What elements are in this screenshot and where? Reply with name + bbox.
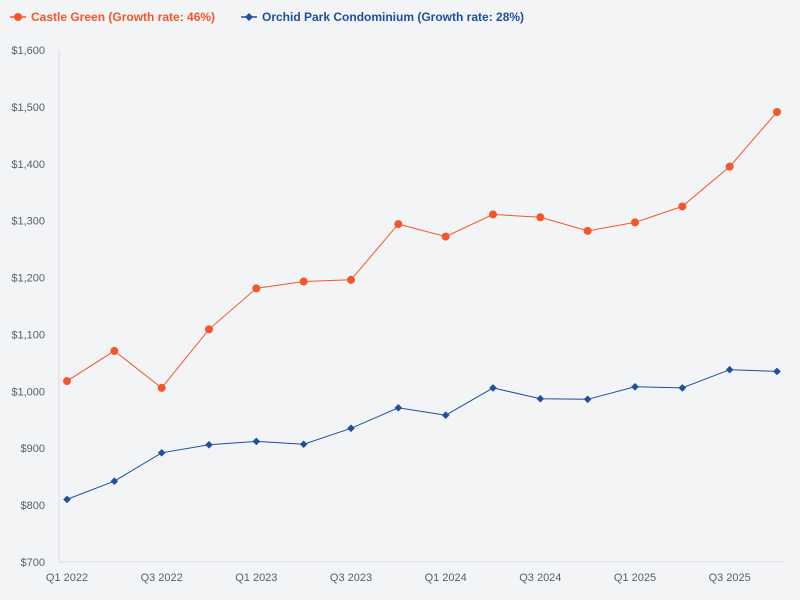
y-tick-label: $1,000 bbox=[11, 386, 45, 398]
data-point-orchid-park[interactable] bbox=[252, 437, 261, 446]
legend-label-castle-green: Castle Green (Growth rate: 46%) bbox=[31, 10, 215, 24]
data-point-orchid-park[interactable] bbox=[110, 477, 119, 486]
x-tick-label: Q1 2023 bbox=[235, 572, 277, 584]
x-tick-label: Q1 2022 bbox=[46, 572, 88, 584]
x-tick-label: Q3 2023 bbox=[330, 572, 372, 584]
data-point-castle-green[interactable] bbox=[157, 383, 166, 392]
data-point-orchid-park[interactable] bbox=[299, 440, 308, 449]
y-tick-label: $900 bbox=[21, 443, 45, 455]
data-point-orchid-park[interactable] bbox=[773, 367, 781, 376]
data-point-orchid-park[interactable] bbox=[394, 404, 403, 412]
series-castle-green bbox=[63, 108, 781, 392]
data-point-orchid-park[interactable] bbox=[536, 394, 545, 403]
data-point-castle-green[interactable] bbox=[583, 226, 592, 235]
series-orchid-park bbox=[63, 365, 781, 504]
data-point-castle-green[interactable] bbox=[299, 277, 308, 286]
data-point-castle-green[interactable] bbox=[631, 218, 639, 227]
data-point-castle-green[interactable] bbox=[347, 275, 355, 284]
legend-item-castle-green[interactable]: Castle Green (Growth rate: 46%) bbox=[10, 10, 215, 24]
data-point-castle-green[interactable] bbox=[489, 210, 497, 219]
y-tick-label: $800 bbox=[21, 500, 45, 512]
data-point-orchid-park[interactable] bbox=[63, 495, 71, 504]
legend-swatch-marker bbox=[14, 13, 22, 21]
y-axis-ticks: $700 $800 $900 $1,000 $1,100 $1,200 $1,300 $1,4… bbox=[11, 45, 45, 569]
data-point-orchid-park[interactable] bbox=[489, 384, 497, 392]
data-point-orchid-park[interactable] bbox=[205, 441, 213, 449]
x-axis-ticks: Q1 2022 Q3 2022 Q1 2023 Q3 2023 Q1 2024 Q3 20… bbox=[46, 572, 751, 584]
x-tick-label: Q3 2022 bbox=[141, 572, 183, 584]
series-layer bbox=[63, 108, 781, 504]
data-point-castle-green[interactable] bbox=[110, 346, 119, 355]
series-line-orchid-park bbox=[66, 369, 778, 500]
x-tick-label: Q1 2024 bbox=[425, 572, 467, 584]
data-point-orchid-park[interactable] bbox=[347, 424, 355, 433]
legend-label-orchid-park: Orchid Park Condominium (Growth rate: 28… bbox=[262, 10, 524, 24]
legend: Castle Green (Growth rate: 46%) Orchid P… bbox=[10, 10, 524, 24]
data-point-orchid-park[interactable] bbox=[583, 395, 592, 404]
data-point-castle-green[interactable] bbox=[773, 108, 781, 117]
data-point-castle-green[interactable] bbox=[441, 232, 450, 241]
x-tick-label: Q3 2025 bbox=[709, 572, 751, 584]
y-tick-label: $1,400 bbox=[11, 159, 45, 171]
data-point-orchid-park[interactable] bbox=[157, 448, 166, 457]
data-point-castle-green[interactable] bbox=[536, 213, 545, 222]
data-point-castle-green[interactable] bbox=[205, 325, 213, 334]
data-point-castle-green[interactable] bbox=[252, 284, 261, 293]
data-point-castle-green[interactable] bbox=[725, 162, 734, 171]
x-tick-label: Q3 2024 bbox=[519, 572, 561, 584]
data-point-castle-green[interactable] bbox=[63, 377, 71, 386]
data-point-orchid-park[interactable] bbox=[441, 411, 450, 420]
data-point-orchid-park[interactable] bbox=[725, 365, 734, 374]
y-tick-label: $700 bbox=[21, 557, 45, 569]
y-tick-label: $1,600 bbox=[11, 45, 45, 57]
y-tick-label: $1,200 bbox=[11, 273, 45, 285]
y-tick-label: $1,300 bbox=[11, 216, 45, 228]
y-tick-label: $1,500 bbox=[11, 102, 45, 114]
legend-item-orchid-park[interactable]: Orchid Park Condominium (Growth rate: 28… bbox=[241, 10, 524, 24]
data-point-orchid-park[interactable] bbox=[631, 382, 639, 391]
data-point-castle-green[interactable] bbox=[394, 220, 403, 229]
x-tick-label: Q1 2025 bbox=[614, 572, 656, 584]
y-tick-label: $1,100 bbox=[11, 329, 45, 341]
data-point-orchid-park[interactable] bbox=[678, 384, 687, 392]
data-point-castle-green[interactable] bbox=[678, 202, 687, 211]
series-line-castle-green bbox=[66, 111, 778, 389]
legend-swatch-marker bbox=[245, 13, 253, 21]
